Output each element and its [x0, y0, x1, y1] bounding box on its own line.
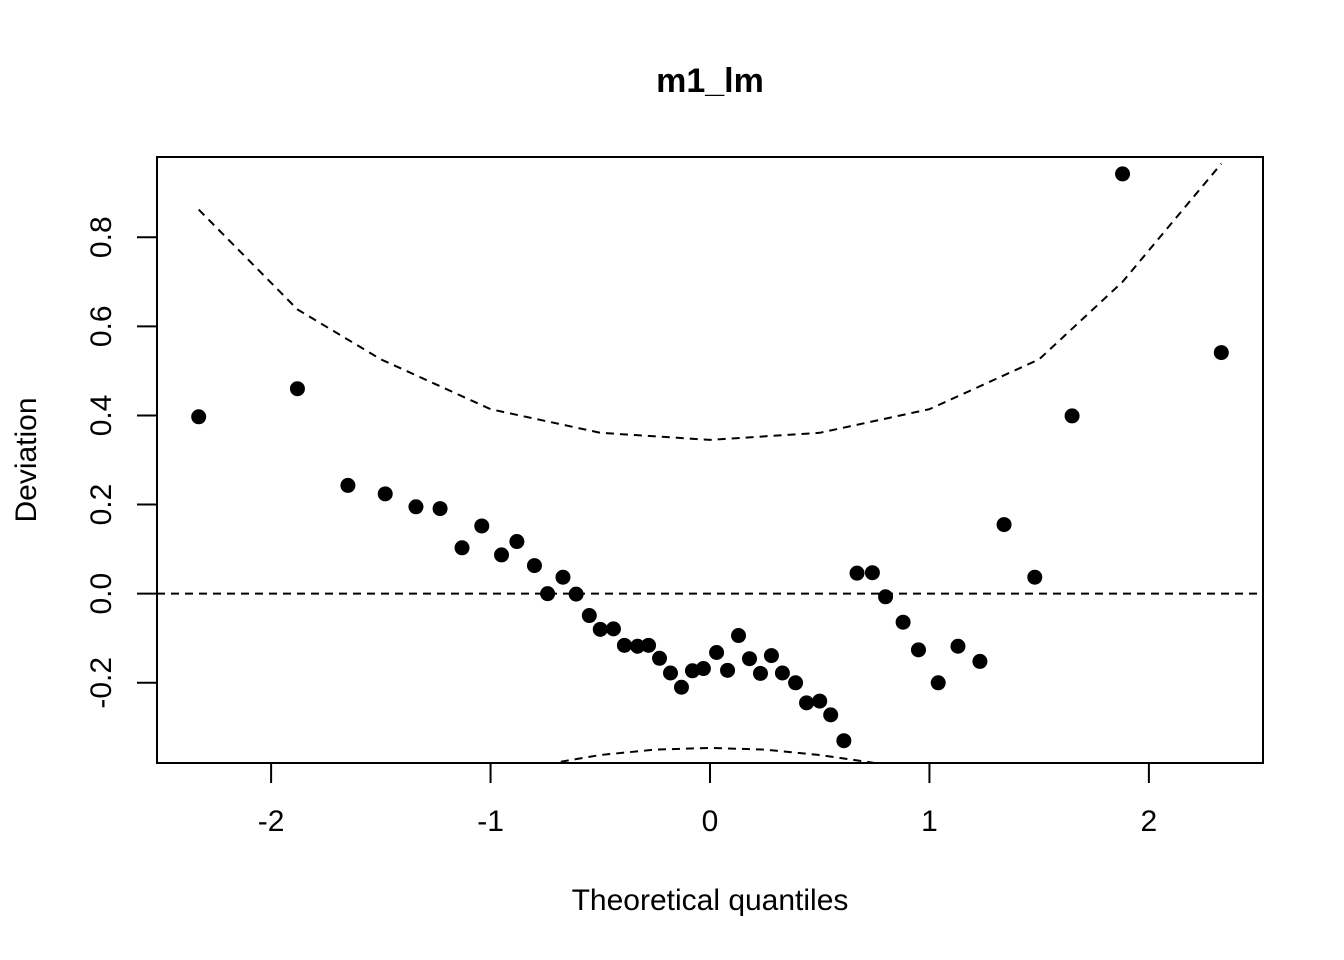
data-point: [673, 679, 689, 695]
y-tick-label: 0.6: [85, 305, 118, 347]
data-point: [950, 638, 966, 654]
data-point: [895, 614, 911, 630]
data-point: [432, 501, 448, 517]
data-point: [509, 534, 525, 550]
data-point: [910, 642, 926, 658]
data-point: [823, 707, 839, 723]
data-point: [1213, 345, 1229, 361]
data-point: [720, 662, 736, 678]
data-point: [616, 637, 632, 653]
data-point: [592, 621, 608, 637]
y-tick-label: 0.2: [85, 484, 118, 526]
data-point: [972, 653, 988, 669]
data-point: [641, 637, 657, 653]
data-point: [878, 589, 894, 605]
data-point: [605, 621, 621, 637]
data-point: [752, 665, 768, 681]
data-point: [695, 661, 711, 677]
upper-confidence-band: [197, 163, 1223, 441]
data-point: [1064, 408, 1080, 424]
data-point: [1115, 166, 1131, 182]
data-point: [763, 648, 779, 664]
confidence-band-layer: [197, 163, 1223, 763]
data-point: [408, 499, 424, 515]
y-tick-label: -0.2: [85, 657, 118, 709]
data-point: [836, 733, 852, 749]
x-tick-label: 2: [1141, 805, 1158, 838]
data-point: [849, 565, 865, 581]
data-point: [864, 565, 880, 581]
x-axis: -2 -1 0 1 2: [258, 763, 1157, 838]
data-point: [340, 477, 356, 493]
data-point: [289, 381, 305, 397]
y-tick-label: 0.8: [85, 216, 118, 258]
y-axis-label: Deviation: [10, 397, 43, 522]
y-tick-label: 0.4: [85, 395, 118, 437]
lower-confidence-band: [560, 746, 875, 763]
x-axis-label: Theoretical quantiles: [572, 884, 849, 917]
data-point: [581, 608, 597, 624]
data-point: [930, 675, 946, 691]
data-point: [731, 628, 747, 644]
data-point: [709, 644, 725, 660]
data-point: [788, 675, 804, 691]
data-point: [663, 665, 678, 681]
data-point: [526, 558, 542, 574]
data-point: [494, 547, 510, 563]
data-point: [1027, 569, 1043, 585]
data-point: [474, 518, 490, 534]
data-point: [191, 409, 207, 425]
x-tick-label: -2: [258, 805, 285, 838]
data-point: [996, 517, 1012, 533]
x-tick-label: 1: [921, 805, 938, 838]
x-tick-label: 0: [702, 805, 719, 838]
data-point: [568, 586, 584, 602]
data-point: [540, 586, 556, 602]
data-point: [630, 638, 646, 654]
chart-title: m1_lm: [656, 62, 764, 100]
data-points-layer: [191, 166, 1229, 749]
data-point: [799, 695, 815, 711]
data-point: [652, 650, 668, 666]
data-point: [454, 540, 470, 556]
y-tick-label: 0.0: [85, 573, 118, 615]
data-point: [742, 651, 757, 667]
data-point: [774, 665, 790, 681]
data-point: [377, 486, 393, 502]
x-tick-label: -1: [477, 805, 504, 838]
data-point: [555, 569, 571, 585]
data-point: [812, 693, 828, 709]
y-axis: -0.2 0.0 0.2 0.4 0.6 0.8: [85, 216, 157, 709]
